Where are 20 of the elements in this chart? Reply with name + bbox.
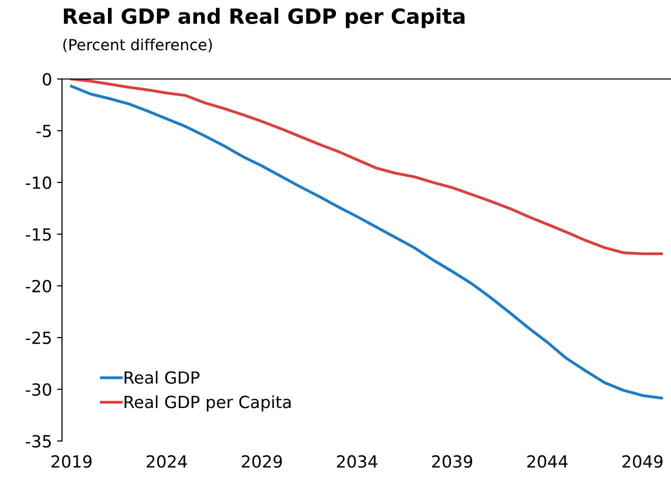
chart-subtitle: (Percent difference) [63, 38, 212, 52]
x-tick-label: 2034 [336, 455, 378, 468]
x-tick-label: 2044 [527, 455, 568, 468]
y-tick-label: -25 [26, 332, 51, 344]
line-series [70, 79, 663, 256]
y-tick-label: -10 [26, 176, 52, 189]
y-tick-label: -15 [26, 228, 51, 241]
x-tick-label: 2029 [242, 455, 282, 468]
chart-title: Real GDP and Real GDP per Capita [64, 8, 464, 28]
legend-label: Real GDP per Capita [124, 395, 291, 412]
y-tick-label: -30 [26, 383, 52, 396]
y-tick-label: -35 [26, 434, 51, 448]
x-tick-label: 2019 [52, 455, 92, 468]
x-tick-label: 2039 [432, 455, 472, 468]
y-tick-label: -5 [36, 124, 51, 138]
y-tick-label: -20 [26, 280, 52, 292]
legend-label: Real GDP [124, 370, 200, 384]
y-tick-label: 0 [42, 72, 52, 86]
x-tick-label: 2049 [622, 455, 662, 468]
x-tick-label: 2024 [146, 455, 187, 468]
